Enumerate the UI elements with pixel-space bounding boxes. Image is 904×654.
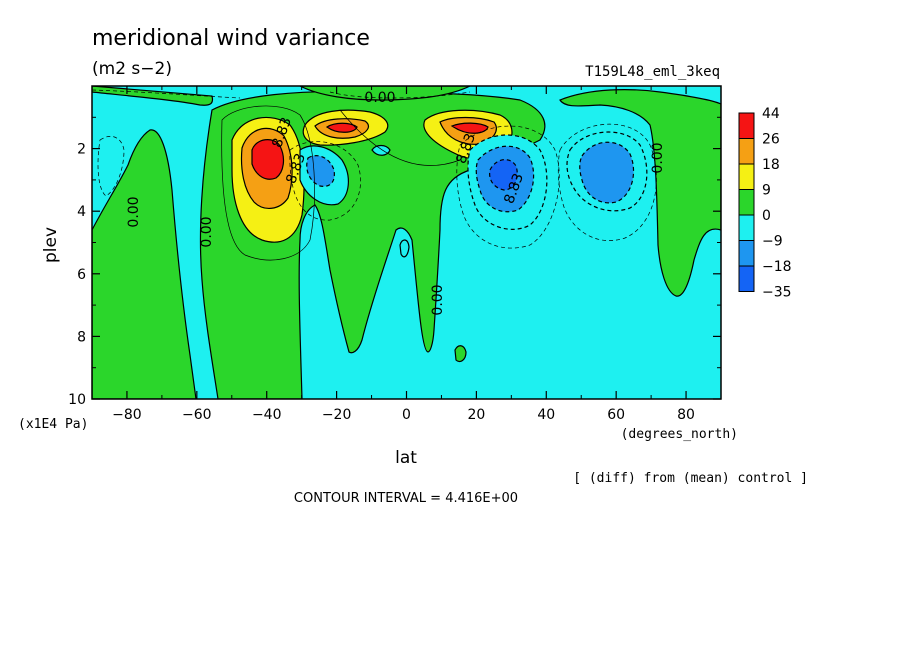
contour-label: 0.00 bbox=[650, 142, 666, 173]
x-tick-label: −20 bbox=[322, 407, 352, 423]
colorbar-swatch bbox=[738, 138, 755, 165]
region-pos-south bbox=[92, 129, 197, 399]
x-tick-label: −60 bbox=[182, 407, 212, 423]
region-pos-east bbox=[559, 89, 721, 297]
colorbar-label: 26 bbox=[762, 132, 780, 148]
extra-contours bbox=[92, 89, 657, 261]
colorbar-swatch bbox=[738, 240, 755, 267]
colorbar-label: 9 bbox=[762, 183, 771, 199]
lobe-neg-north bbox=[467, 134, 548, 230]
chart-units: (m2 s−2) bbox=[92, 59, 172, 79]
colorbar-label: −9 bbox=[762, 234, 783, 250]
x-tick-label: −80 bbox=[112, 407, 142, 423]
y-axis-label: plev bbox=[41, 227, 61, 263]
lobe-upper-south bbox=[302, 109, 389, 146]
colorbar-label: 44 bbox=[762, 106, 780, 122]
chart-title: meridional wind variance bbox=[92, 26, 370, 51]
contour-interval: CONTOUR INTERVAL = 4.416E+00 bbox=[294, 491, 518, 506]
lobe-neg-south bbox=[299, 145, 349, 206]
x-tick-label: 80 bbox=[677, 407, 695, 423]
contour-label: 0.00 bbox=[364, 90, 395, 106]
contour-line-8 bbox=[339, 109, 461, 166]
y-axis-ticks: 2 4 6 8 10 bbox=[68, 116, 721, 408]
lobe-neg-north-dark bbox=[489, 159, 518, 191]
y-axis-units: (x1E4 Pa) bbox=[18, 417, 88, 432]
colorbar-label: 18 bbox=[762, 157, 780, 173]
contour-line-5 bbox=[97, 136, 125, 197]
lobe-neg-east bbox=[566, 131, 648, 212]
y-tick-label: 2 bbox=[77, 142, 86, 158]
colorbar-label: −18 bbox=[762, 259, 792, 275]
x-axis-ticks: −80 −60 −40 −20 0 20 40 60 80 bbox=[91, 86, 722, 423]
lobe-neg-east-mid bbox=[579, 141, 635, 204]
lobe-upper-south-red bbox=[325, 122, 358, 133]
colorbar-swatch bbox=[738, 163, 755, 190]
x-axis-units: (degrees_north) bbox=[621, 427, 738, 442]
contour-line-4 bbox=[557, 123, 657, 241]
x-tick-label: 20 bbox=[467, 407, 485, 423]
contour-label: 0.00 bbox=[199, 216, 215, 247]
colorbar-label: 0 bbox=[762, 208, 771, 224]
lobe-southern-jet bbox=[231, 116, 305, 243]
contour-label: 0.00 bbox=[430, 284, 446, 315]
colorbar-label: −35 bbox=[762, 285, 792, 301]
colorbar-swatch bbox=[738, 214, 755, 241]
contour-line-6 bbox=[92, 89, 241, 99]
y-tick-label: 8 bbox=[77, 329, 86, 345]
footnote: [ (diff) from (mean) control ] bbox=[573, 471, 808, 486]
y-tick-label: 4 bbox=[77, 204, 86, 220]
run-label: T159L48_eml_3keq bbox=[585, 64, 720, 80]
y-tick-label: 10 bbox=[68, 392, 86, 408]
colorbar-swatch bbox=[738, 265, 755, 292]
colorbar: 44 26 18 9 0 −9 −18 −35 bbox=[738, 106, 792, 301]
region-pos-island bbox=[454, 345, 467, 363]
colorbar-swatch bbox=[738, 112, 755, 139]
contour-label: 0.00 bbox=[126, 196, 142, 227]
region-neg-island bbox=[399, 239, 410, 258]
contour-line-2 bbox=[289, 141, 361, 221]
contour-line-3 bbox=[456, 125, 560, 249]
x-tick-label: 40 bbox=[537, 407, 555, 423]
x-tick-label: 0 bbox=[402, 407, 411, 423]
lobe-southern-red bbox=[251, 139, 285, 180]
region-pos-top bbox=[92, 86, 214, 106]
lobe-upper-north-red bbox=[450, 122, 489, 134]
contour-field: 0.000.000.000.000.008.83 8.838.838.83 bbox=[92, 86, 721, 399]
x-tick-label: −40 bbox=[252, 407, 282, 423]
x-tick-label: 60 bbox=[607, 407, 625, 423]
x-axis-label: lat bbox=[395, 448, 417, 468]
lobe-neg-south-mid bbox=[306, 155, 335, 187]
colorbar-swatch bbox=[738, 189, 755, 216]
y-tick-label: 6 bbox=[77, 267, 86, 283]
